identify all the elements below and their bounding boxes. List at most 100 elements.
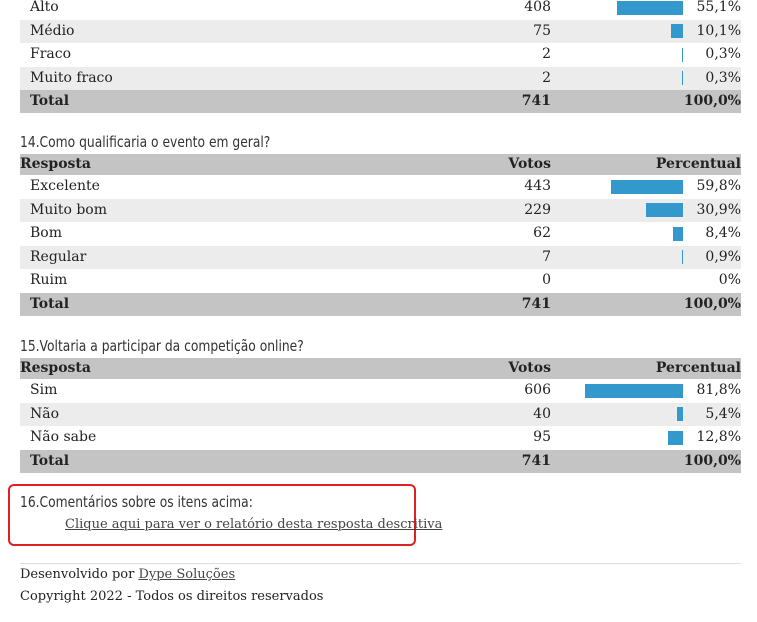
answer-label: Bom [30,225,62,242]
header-votes: Votos [470,154,551,175]
q15-section: 15.Voltaria a participar da competição o… [20,334,741,473]
table-row: Não sabe 95 12,8% [20,426,741,450]
vote-count: 7 [470,245,551,269]
answer-label: Excelente [30,178,100,195]
answer-label: Não sabe [30,429,97,446]
q14-section: 14.Como qualificaria o evento em geral? … [20,130,741,316]
descriptive-report-link[interactable]: Clique aqui para ver o relatório desta r… [65,517,443,532]
q16-title: 16.Comentários sobre os itens acima: [20,493,253,511]
table-row: Médio 75 10,1% [20,19,741,43]
header-answer: Resposta [20,154,470,175]
total-votes: 741 [470,449,551,473]
vote-count: 95 [533,429,551,446]
total-percent: 100,0% [551,292,741,316]
table-row: Não 40 5,4% [20,402,741,426]
header-percent: Percentual [551,154,741,175]
percent-value: 0,9% [705,248,741,265]
vote-count: 606 [524,382,551,399]
developed-by-label: Desenvolvido por [20,567,135,582]
highlight-box [8,484,416,546]
total-row: Total 741 100,0% [20,449,741,473]
total-votes: 741 [470,292,551,316]
percent-bar [646,203,683,217]
percent-value: 12,8% [696,429,741,445]
answer-label: Médio [30,22,75,39]
vote-count: 408 [524,0,551,16]
total-votes: 741 [470,90,551,113]
total-row: Total 741 100,0% [20,90,741,113]
q13-section: Alto 408 55,1% Médio 75 10,1% Fraco 2 0,3% Muito … [20,0,741,113]
answer-label: Ruim [30,272,68,289]
q13-results-table: Alto 408 55,1% Médio 75 10,1% Fraco 2 0,3% Muito … [20,0,741,113]
q15-results-table: Resposta Votos Percentual Sim 606 81,8% Não… [20,358,741,473]
percent-bar [617,0,683,15]
table-header: Resposta Votos Percentual [20,358,741,379]
percent-bar [671,24,683,38]
percent-bar [677,407,683,421]
vote-count: 2 [470,66,551,90]
percent-bar [682,47,683,62]
footer-divider [20,563,741,564]
total-label: Total [20,90,470,113]
percent-value: 10,1% [696,22,741,39]
table-row: Muito bom 229 30,9% [20,198,741,222]
copyright-text: Copyright 2022 - Todos os direitos reser… [20,589,324,604]
percent-bar [611,179,683,194]
percent-bar [682,71,683,85]
percent-value: 0,3% [705,69,741,86]
header-percent: Percentual [551,358,741,379]
q14-title: 14.Como qualificaria o evento em geral? [20,133,271,151]
footer-credits: Desenvolvido por Dype Soluções [20,564,741,586]
percent-bar [682,250,683,264]
answer-label: Sim [30,382,58,399]
percent-value: 0% [718,272,741,288]
total-row: Total 741 100,0% [20,292,741,316]
answer-label: Regular [30,248,87,265]
percent-value: 30,9% [696,201,741,218]
footer: Desenvolvido por Dype Soluções Copyright… [20,564,741,608]
table-row: Bom 62 8,4% [20,222,741,246]
answer-label: Muito fraco [30,69,113,86]
percent-value: 0,3% [705,46,741,62]
table-row: Ruim 0 0% [20,269,741,293]
table-row: Regular 7 0,9% [20,245,741,269]
q15-title: 15.Voltaria a participar da competição o… [20,337,304,355]
percent-value: 59,8% [696,178,741,194]
percent-value: 5,4% [705,405,741,422]
table-row: Muito fraco 2 0,3% [20,66,741,90]
answer-label: Muito bom [30,201,107,218]
percent-bar [668,430,683,445]
vote-count: 62 [533,225,551,242]
header-votes: Votos [470,358,551,379]
answer-label: Alto [30,0,59,16]
percent-value: 8,4% [705,225,741,241]
q14-results-table: Resposta Votos Percentual Excelente 443 59… [20,154,741,316]
total-label-text: Total [30,295,70,312]
vote-count: 75 [470,19,551,43]
answer-label: Não [30,405,60,422]
table-row: Alto 408 55,1% [20,0,741,20]
header-answer: Resposta [20,358,470,379]
table-row: Fraco 2 0,3% [20,43,741,67]
total-label-text: Total [30,452,70,469]
vote-count: 40 [470,402,551,426]
vote-count: 2 [542,46,551,63]
vote-count: 0 [542,272,551,289]
total-label: Total [20,449,470,473]
table-row: Sim 606 81,8% [20,379,741,403]
company-link[interactable]: Dype Soluções [138,567,236,582]
percent-bar [673,226,683,241]
total-percent: 100,0% [551,449,741,473]
percent-value: 81,8% [696,382,741,398]
percent-value: 55,1% [696,0,741,15]
table-header: Resposta Votos Percentual [20,154,741,175]
total-label: Total [20,292,470,316]
answer-label: Fraco [30,46,72,63]
percent-bar [585,383,683,398]
vote-count: 229 [470,198,551,222]
total-percent: 100,0% [551,90,741,113]
vote-count: 443 [524,178,551,195]
table-row: Excelente 443 59,8% [20,175,741,199]
total-label-text: Total [30,93,70,109]
q16-section: 16.Comentários sobre os itens acima: Cli… [20,490,741,536]
